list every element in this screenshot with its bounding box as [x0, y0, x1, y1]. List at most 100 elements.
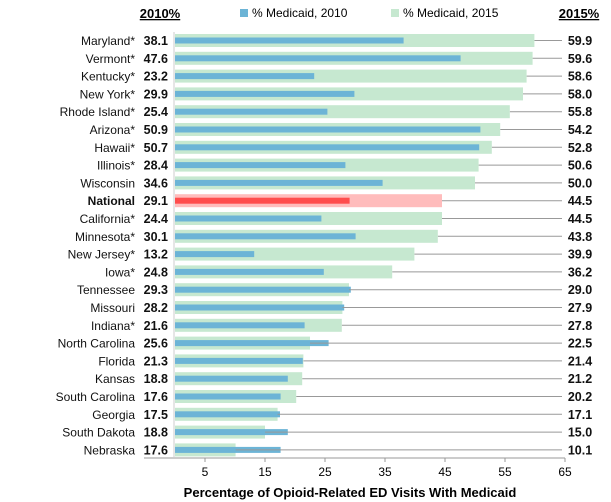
value-label-2015: 54.2: [568, 123, 592, 137]
bar-row: Indiana* 21.6 27.8: [91, 318, 592, 333]
value-label-2010: 29.3: [144, 283, 168, 297]
bar-2010: [175, 268, 324, 275]
bar-2010: [175, 55, 461, 62]
category-label: Minnesota*: [75, 230, 135, 244]
value-label-2010: 29.1: [144, 194, 168, 208]
bar-row: California* 24.4 44.5: [80, 212, 592, 226]
bar-2010: [175, 322, 305, 329]
value-label-2010: 18.8: [144, 372, 168, 386]
category-label: South Carolina: [56, 390, 136, 404]
bar-2010: [175, 162, 346, 169]
x-tick-label: 65: [558, 465, 572, 479]
value-label-2010: 23.2: [144, 70, 168, 84]
category-label: Hawaii*: [94, 141, 135, 155]
value-label-2015: 59.6: [568, 52, 592, 66]
bar-row: Rhode Island* 25.4 55.8: [60, 105, 592, 119]
value-label-2015: 27.9: [568, 301, 592, 315]
category-label: Missouri: [90, 301, 135, 315]
value-label-2015: 50.6: [568, 159, 592, 173]
category-label: Indiana*: [91, 319, 135, 333]
value-label-2010: 47.6: [144, 52, 168, 66]
category-label: Vermont*: [86, 52, 136, 66]
category-label: Iowa*: [105, 265, 135, 279]
bar-row: Florida 21.3 21.4: [98, 354, 592, 368]
value-label-2015: 39.9: [568, 248, 592, 262]
legend-swatch-2010: [240, 9, 248, 17]
bar-row: Kentucky* 23.2 58.6: [81, 69, 592, 84]
value-label-2010: 25.6: [144, 337, 168, 351]
bar-2010: [175, 375, 288, 382]
value-label-2010: 28.2: [144, 301, 168, 315]
bar-row: Arizona* 50.9 54.2: [90, 123, 592, 137]
category-label: Maryland*: [81, 34, 135, 48]
bar-row: New Jersey* 13.2 39.9: [68, 247, 592, 262]
value-label-2015: 52.8: [568, 141, 592, 155]
bar-row: South Carolina 17.6 20.2: [56, 390, 592, 404]
value-label-2010: 18.8: [144, 426, 168, 440]
value-label-2010: 24.4: [144, 212, 168, 226]
bar-2015: [175, 69, 527, 83]
bar-row: Georgia 17.5 17.1: [92, 407, 592, 422]
category-label: Kentucky*: [81, 70, 135, 84]
left-header: 2010%: [140, 6, 181, 21]
category-label: Tennessee: [77, 283, 135, 297]
bar-row: Minnesota* 30.1 43.8: [75, 229, 592, 244]
bar-row: Maryland* 38.1 59.9: [81, 34, 592, 48]
value-label-2015: 21.4: [568, 354, 592, 368]
bar-2010: [175, 251, 255, 258]
value-label-2010: 17.6: [144, 390, 168, 404]
category-label: Florida: [98, 354, 135, 368]
value-label-2010: 29.9: [144, 87, 168, 101]
x-tick-label: 5: [202, 465, 209, 479]
bar-row: Kansas 18.8 21.2: [95, 372, 592, 386]
value-label-2015: 20.2: [568, 390, 592, 404]
right-header: 2015%: [559, 6, 600, 21]
bar-2010: [175, 215, 322, 222]
value-label-2015: 36.2: [568, 265, 592, 279]
bar-2010: [175, 429, 288, 436]
category-label: New Jersey*: [68, 248, 136, 262]
value-label-2015: 29.0: [568, 283, 592, 297]
category-label: Wisconsin: [80, 176, 135, 190]
category-label: Arizona*: [90, 123, 136, 137]
bar-2010: [175, 144, 480, 151]
bar-2010: [175, 304, 345, 311]
bar-2010: [175, 197, 350, 204]
bar-2010: [175, 357, 303, 364]
bar-2010: [175, 446, 281, 453]
value-label-2010: 28.4: [144, 159, 168, 173]
category-label: Nebraska: [84, 443, 136, 457]
category-label: New York*: [80, 87, 136, 101]
x-tick-label: 45: [438, 465, 452, 479]
bar-row: Vermont* 47.6 59.6: [86, 51, 592, 66]
bar-2010: [175, 286, 351, 293]
bar-row: Iowa* 24.8 36.2: [105, 265, 592, 279]
value-label-2010: 50.9: [144, 123, 168, 137]
x-tick-label: 15: [258, 465, 272, 479]
category-label: Rhode Island*: [60, 105, 136, 119]
bar-2010: [175, 393, 281, 400]
value-label-2010: 30.1: [144, 230, 168, 244]
x-tick-label: 25: [318, 465, 332, 479]
value-label-2015: 43.8: [568, 230, 592, 244]
x-tick-label: 35: [378, 465, 392, 479]
value-label-2015: 15.0: [568, 426, 592, 440]
legend: % Medicaid, 2010 % Medicaid, 2015: [240, 6, 499, 20]
value-label-2010: 21.6: [144, 319, 168, 333]
bar-row: Tennessee 29.3 29.0: [77, 283, 592, 297]
value-label-2010: 38.1: [144, 34, 168, 48]
value-label-2015: 55.8: [568, 105, 592, 119]
value-label-2015: 44.5: [568, 194, 592, 208]
value-label-2010: 24.8: [144, 265, 168, 279]
value-label-2015: 21.2: [568, 372, 592, 386]
value-label-2010: 50.7: [144, 141, 168, 155]
value-label-2015: 17.1: [568, 408, 592, 422]
value-label-2015: 58.6: [568, 70, 592, 84]
value-label-2010: 17.5: [144, 408, 168, 422]
bar-2010: [175, 108, 328, 115]
x-tick-label: 55: [498, 465, 512, 479]
bar-2010: [175, 37, 404, 44]
bar-row: New York* 29.9 58.0: [80, 87, 592, 101]
category-label: National: [88, 194, 135, 208]
